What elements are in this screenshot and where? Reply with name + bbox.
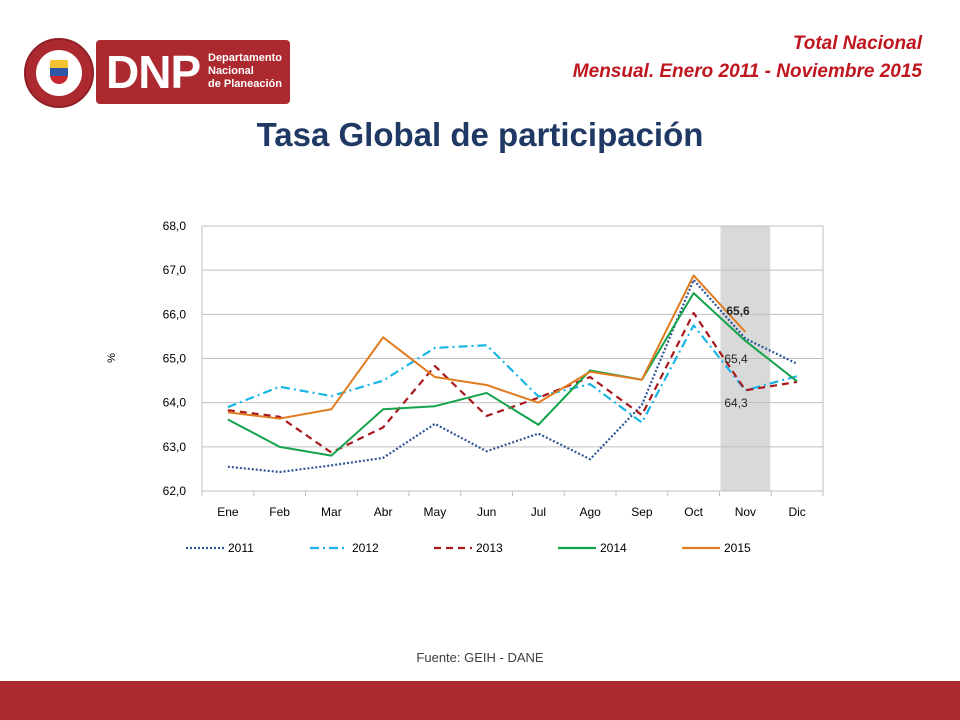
x-tick-label: Mar [321, 505, 342, 519]
logo-text: DNP [106, 46, 201, 98]
legend-label: 2014 [600, 541, 627, 555]
footer-bar [0, 681, 960, 720]
y-tick-label: 62,0 [163, 484, 187, 498]
colombia-seal-icon [24, 38, 94, 108]
x-tick-label: Sep [631, 505, 653, 519]
data-label: 64,3 [724, 396, 748, 410]
x-tick-label: Jun [477, 505, 496, 519]
y-tick-label: 66,0 [163, 307, 187, 321]
series-line-2014 [227, 292, 798, 457]
data-label: 65,6 [726, 304, 750, 318]
legend-label: 2015 [724, 541, 751, 555]
series-line-2013 [227, 311, 798, 454]
dnp-logo: DNP Departamento Nacional de Planeación [24, 38, 292, 108]
x-tick-label: Ene [217, 505, 239, 519]
scope-line-2: Mensual. Enero 2011 - Noviembre 2015 [572, 61, 922, 82]
y-axis-label: % [106, 353, 118, 363]
x-tick-label: Jul [531, 505, 546, 519]
x-tick-label: Feb [269, 505, 290, 519]
x-tick-label: Dic [788, 505, 805, 519]
y-tick-label: 65,0 [163, 352, 187, 366]
legend-label: 2011 [228, 541, 254, 555]
x-tick-label: Abr [374, 505, 393, 519]
y-tick-label: 63,0 [163, 440, 187, 454]
report-scope: Total Nacional Mensual. Enero 2011 - Nov… [573, 30, 922, 86]
y-tick-label: 68,0 [163, 219, 187, 233]
page-title: Tasa Global de participación [256, 116, 704, 153]
x-tick-label: May [424, 505, 447, 519]
series-line-2012 [227, 324, 798, 424]
source-note: Fuente: GEIH - DANE [416, 650, 544, 665]
y-tick-label: 67,0 [163, 263, 187, 277]
legend-label: 2013 [476, 541, 503, 555]
data-label: 65,4 [724, 352, 748, 366]
scope-line-1: Total Nacional [792, 33, 922, 54]
series-line-2015 [227, 274, 747, 420]
x-tick-label: Oct [684, 505, 703, 519]
x-tick-label: Ago [579, 505, 601, 519]
x-tick-label: Nov [735, 505, 756, 519]
y-tick-label: 64,0 [163, 396, 187, 410]
legend-label: 2012 [352, 541, 379, 555]
logo-subtitle: Departamento Nacional de Planeación [208, 52, 282, 90]
series-line-2011 [227, 278, 798, 474]
dnp-badge: DNP Departamento Nacional de Planeación [96, 40, 290, 104]
